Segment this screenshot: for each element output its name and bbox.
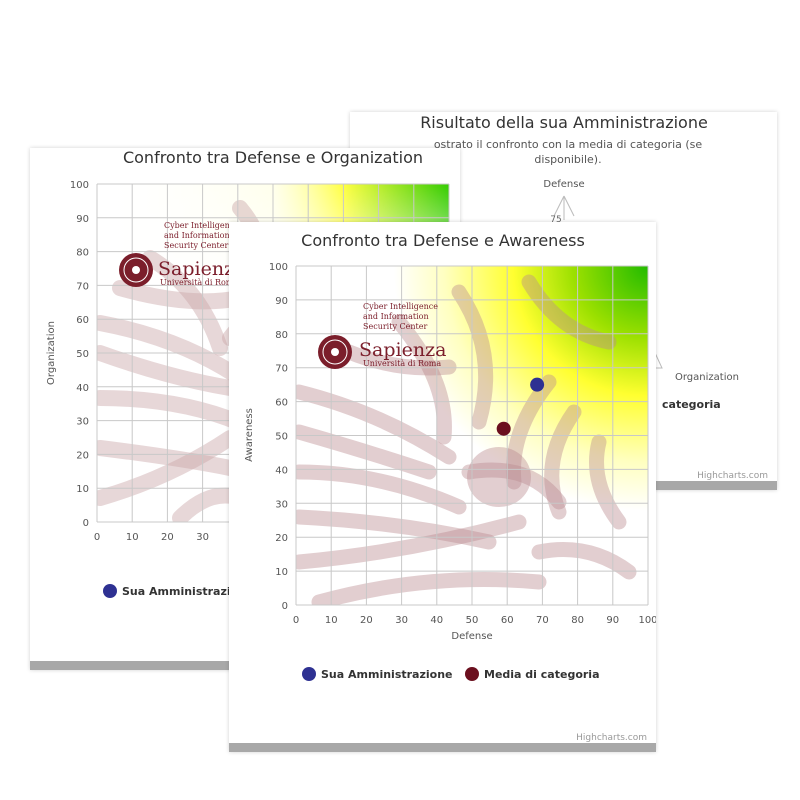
legend: Sua Amministrazio xyxy=(103,584,239,598)
org-chart-title: Confronto tra Defense e Organization xyxy=(123,148,423,167)
x-tick-label: 90 xyxy=(606,615,619,626)
y-tick-label: 50 xyxy=(76,349,89,360)
y-axis-label: Awareness xyxy=(244,408,255,462)
y-tick-label: 20 xyxy=(76,450,89,461)
svg-text:Cyber Intelligence: Cyber Intelligence xyxy=(164,221,239,230)
x-tick-label: 10 xyxy=(325,615,338,626)
radar-chart-subtitle-line2: disponibile). xyxy=(534,153,601,166)
x-tick-label: 10 xyxy=(126,532,139,543)
awareness-chart-card: Confronto tra Defense e Awareness xyxy=(229,222,656,752)
x-tick-label: 20 xyxy=(360,615,373,626)
y-tick-label: 70 xyxy=(76,281,89,292)
legend: Sua Amministrazione Media di categoria xyxy=(302,667,600,681)
svg-text:Cyber Intelligence: Cyber Intelligence xyxy=(363,302,438,311)
svg-text:Sapienza: Sapienza xyxy=(359,339,446,361)
x-tick-label: 60 xyxy=(501,615,514,626)
radar-chart-title: Risultato della sua Amministrazione xyxy=(420,113,708,132)
svg-text:and Information: and Information xyxy=(363,312,429,321)
radar-chart-svg: Risultato della sua Amministrazione ostr… xyxy=(420,113,768,481)
x-tick-label: 0 xyxy=(293,615,299,626)
y-tick-label: 40 xyxy=(76,383,89,394)
radar-chart-subtitle-line1: ostrato il confronto con la media di cat… xyxy=(434,138,703,151)
y-tick-label: 10 xyxy=(275,567,288,578)
x-axis-label: Defense xyxy=(451,631,492,642)
y-tick-label: 30 xyxy=(76,417,89,428)
y-tick-label: 80 xyxy=(76,248,89,259)
x-tick-label: 0 xyxy=(94,532,100,543)
legend-item-sua-amministrazione[interactable]: Sua Amministrazio xyxy=(122,585,239,598)
radar-axis-label-defense: Defense xyxy=(543,179,584,190)
y-tick-label: 60 xyxy=(76,315,89,326)
y-tick-label: 20 xyxy=(275,533,288,544)
radar-credits[interactable]: Highcharts.com xyxy=(697,471,768,481)
x-tick-label: 40 xyxy=(430,615,443,626)
radar-axis-label-organization: Organization xyxy=(675,372,739,383)
y-tick-label: 40 xyxy=(275,465,288,476)
svg-text:Università di Roma: Università di Roma xyxy=(160,278,238,287)
radar-legend-partial[interactable]: categoria xyxy=(662,398,721,411)
y-axis-label: Organization xyxy=(46,321,57,385)
data-point-media-di-categoria[interactable] xyxy=(496,421,511,436)
radar-axis-tick-75: 75 xyxy=(550,215,561,225)
legend-marker-media-di-categoria xyxy=(465,667,479,681)
legend-marker-sua-amministrazione xyxy=(103,584,117,598)
y-tick-label: 10 xyxy=(76,484,89,495)
card-shadow-bar xyxy=(229,743,656,752)
svg-text:Security Center: Security Center xyxy=(363,322,427,331)
sapienza-logo: Cyber Intelligence and Information Secur… xyxy=(318,302,446,369)
y-tick-label: 0 xyxy=(83,518,89,529)
svg-text:Security Center: Security Center xyxy=(164,241,228,250)
x-tick-label: 50 xyxy=(466,615,479,626)
chart-credits[interactable]: Highcharts.com xyxy=(576,733,647,743)
svg-text:Università di Roma: Università di Roma xyxy=(363,359,441,368)
svg-text:and Information: and Information xyxy=(164,231,230,240)
y-tick-label: 0 xyxy=(282,601,288,612)
x-tick-label: 100 xyxy=(638,615,656,626)
data-point-sua-amministrazione[interactable] xyxy=(530,377,545,392)
radar-web-lines xyxy=(553,195,575,220)
legend-marker-sua-amministrazione xyxy=(302,667,316,681)
watermark-stripes xyxy=(296,274,637,605)
y-tick-label: 90 xyxy=(76,214,89,225)
y-tick-label: 100 xyxy=(70,180,89,191)
y-tick-label: 80 xyxy=(275,330,288,341)
awareness-chart-title: Confronto tra Defense e Awareness xyxy=(301,231,585,250)
data-points xyxy=(496,377,545,436)
watermark-center-blob xyxy=(467,447,531,507)
y-tick-label: 100 xyxy=(269,262,288,273)
awareness-chart-svg: Confronto tra Defense e Awareness xyxy=(244,231,656,743)
legend-item-media-di-categoria[interactable]: Media di categoria xyxy=(484,668,600,681)
x-tick-label: 20 xyxy=(161,532,174,543)
y-tick-label: 90 xyxy=(275,296,288,307)
y-tick-label: 30 xyxy=(275,499,288,510)
x-axis-ticks: 0 10 20 30 xyxy=(94,532,209,543)
y-tick-label: 60 xyxy=(275,398,288,409)
y-axis-ticks: 0 10 20 30 40 50 60 70 80 90 100 xyxy=(70,180,89,529)
x-tick-label: 30 xyxy=(395,615,408,626)
y-tick-label: 50 xyxy=(275,432,288,443)
x-tick-label: 70 xyxy=(536,615,549,626)
sapienza-logo: Cyber Intelligence and Information Secur… xyxy=(119,221,245,287)
x-tick-label: 80 xyxy=(571,615,584,626)
y-axis-ticks: 0 10 20 30 40 50 60 70 80 90 100 xyxy=(269,262,288,612)
x-axis-ticks: 0 10 20 30 40 50 60 70 80 90 100 xyxy=(293,615,656,626)
y-tick-label: 70 xyxy=(275,364,288,375)
svg-text:Sapienza: Sapienza xyxy=(158,258,245,280)
legend-item-sua-amministrazione[interactable]: Sua Amministrazione xyxy=(321,668,453,681)
x-tick-label: 30 xyxy=(196,532,209,543)
grid-lines xyxy=(295,265,649,606)
